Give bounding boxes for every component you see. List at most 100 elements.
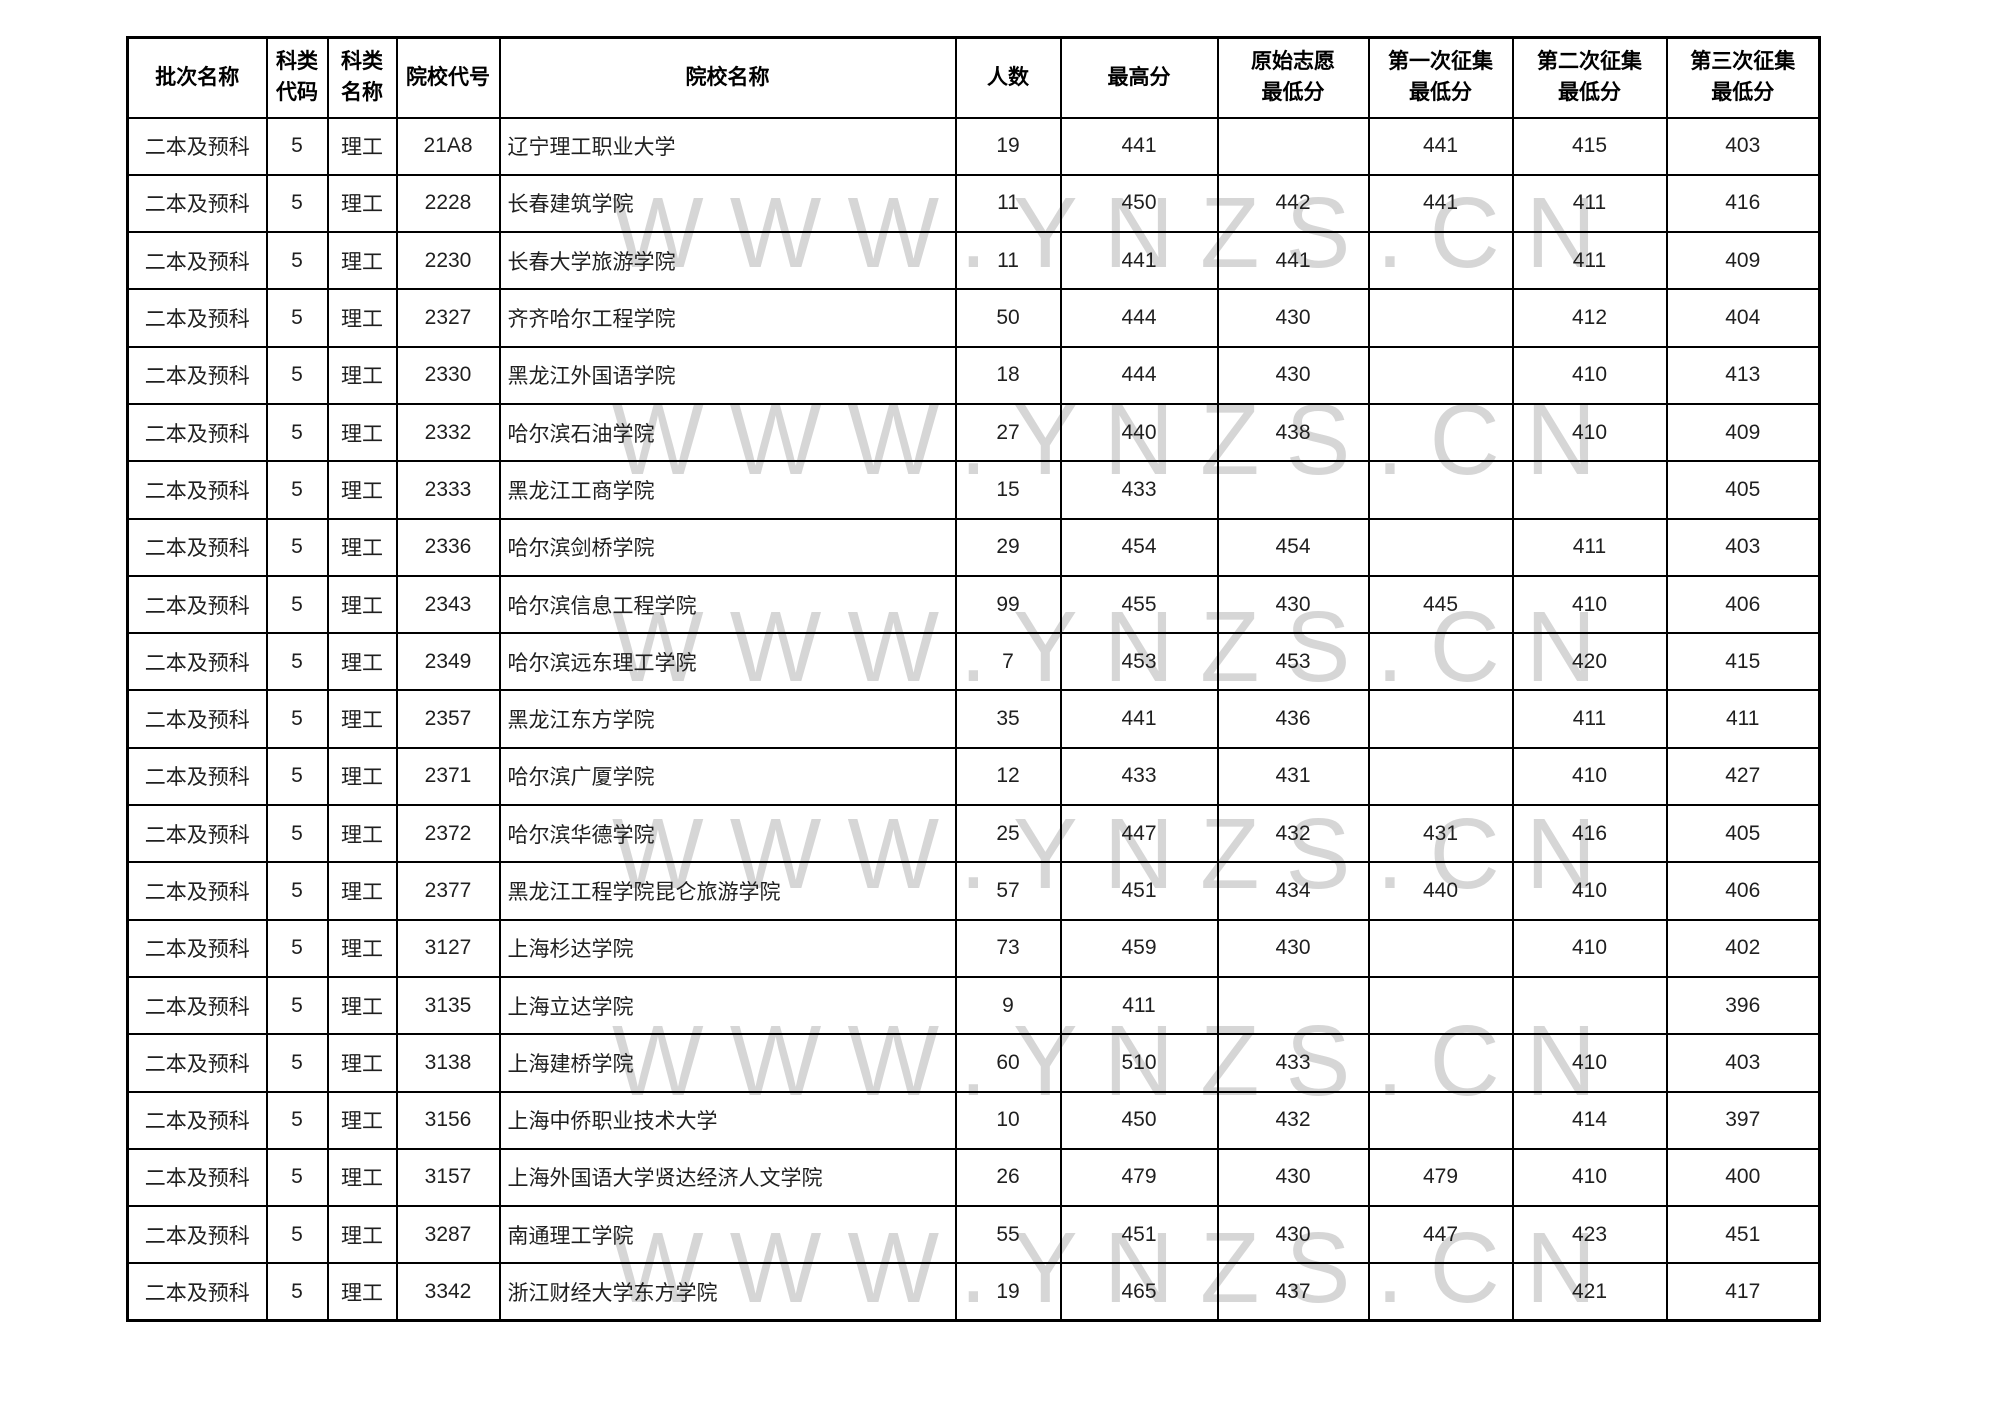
cell-first_min — [1367, 975, 1514, 1036]
cell-third_min: 405 — [1665, 460, 1821, 520]
cell-college_code: 2357 — [395, 689, 501, 749]
table-row: 二本及预科 5 理工 3156 上海中侨职业技术大学 10 450 432 414 397 — [126, 1090, 1821, 1150]
cell-subject_name: 理工 — [326, 746, 398, 807]
cell-college_code: 2336 — [395, 517, 501, 577]
cell-college_name: 南通理工学院 — [498, 1205, 957, 1265]
table-row: 二本及预科 5 理工 3342 浙江财经大学东方学院 19 465 437 421 417 — [126, 1262, 1821, 1322]
col-header-college_code: 院校代号 — [395, 36, 501, 119]
table-row: 二本及预科 5 理工 2327 齐齐哈尔工程学院 50 444 430 412 404 — [126, 288, 1821, 348]
cell-subject_code: 5 — [265, 1205, 329, 1265]
cell-batch: 二本及预科 — [126, 517, 268, 577]
cell-subject_code: 5 — [265, 632, 329, 692]
cell-subject_code: 5 — [265, 517, 329, 577]
cell-count: 19 — [954, 116, 1062, 176]
cell-third_min: 416 — [1665, 173, 1821, 234]
cell-max_score: 454 — [1059, 517, 1219, 577]
cell-third_min: 403 — [1665, 116, 1821, 176]
cell-college_code: 21A8 — [395, 116, 501, 176]
cell-first_min — [1367, 231, 1514, 291]
cell-college_code: 2327 — [395, 288, 501, 348]
table-row: 二本及预科 5 理工 2372 哈尔滨华德学院 25 447 432 431 416 405 — [126, 804, 1821, 864]
cell-subject_code: 5 — [265, 975, 329, 1036]
cell-college_code: 2332 — [395, 402, 501, 463]
cell-second_min: 410 — [1511, 402, 1668, 463]
cell-batch: 二本及预科 — [126, 460, 268, 520]
cell-max_score: 433 — [1059, 460, 1219, 520]
cell-original_min: 454 — [1216, 517, 1370, 577]
cell-count: 19 — [954, 1262, 1062, 1322]
cell-original_min: 430 — [1216, 1205, 1370, 1265]
cell-first_min — [1367, 402, 1514, 463]
header-row: 批次名称 科类 代码 科类 名称 院校代号 院校名称 人数 最高分 原始志愿 最低分 第一次征集… — [126, 36, 1821, 119]
cell-count: 73 — [954, 918, 1062, 978]
table-row: 二本及预科 5 理工 3135 上海立达学院 9 411 396 — [126, 975, 1821, 1036]
cell-second_min: 414 — [1511, 1090, 1668, 1150]
cell-max_score: 444 — [1059, 345, 1219, 405]
table-row: 二本及预科 5 理工 2336 哈尔滨剑桥学院 29 454 454 411 403 — [126, 517, 1821, 577]
cell-count: 60 — [954, 1033, 1062, 1093]
col-header-second_min: 第二次征集 最低分 — [1511, 36, 1668, 119]
cell-original_min: 436 — [1216, 689, 1370, 749]
cell-second_min: 410 — [1511, 345, 1668, 405]
cell-subject_name: 理工 — [326, 1090, 398, 1150]
cell-college_name: 长春建筑学院 — [498, 173, 957, 234]
cell-college_name: 哈尔滨华德学院 — [498, 804, 957, 864]
table-row: 二本及预科 5 理工 2371 哈尔滨广厦学院 12 433 431 410 427 — [126, 746, 1821, 807]
cell-college_name: 上海外国语大学贤达经济人文学院 — [498, 1147, 957, 1208]
cell-college_name: 辽宁理工职业大学 — [498, 116, 957, 176]
cell-second_min: 420 — [1511, 632, 1668, 692]
cell-original_min: 433 — [1216, 1033, 1370, 1093]
cell-max_score: 441 — [1059, 689, 1219, 749]
cell-batch: 二本及预科 — [126, 1147, 268, 1208]
cell-second_min: 411 — [1511, 517, 1668, 577]
cell-subject_name: 理工 — [326, 861, 398, 921]
cell-college_name: 哈尔滨剑桥学院 — [498, 517, 957, 577]
cell-first_min — [1367, 689, 1514, 749]
cell-third_min: 404 — [1665, 288, 1821, 348]
cell-second_min: 410 — [1511, 746, 1668, 807]
cell-max_score: 444 — [1059, 288, 1219, 348]
cell-subject_code: 5 — [265, 402, 329, 463]
table-row: 二本及预科 5 理工 2332 哈尔滨石油学院 27 440 438 410 409 — [126, 402, 1821, 463]
cell-max_score: 450 — [1059, 173, 1219, 234]
cell-batch: 二本及预科 — [126, 1262, 268, 1322]
cell-count: 26 — [954, 1147, 1062, 1208]
cell-batch: 二本及预科 — [126, 975, 268, 1036]
cell-subject_name: 理工 — [326, 1033, 398, 1093]
cell-third_min: 417 — [1665, 1262, 1821, 1322]
cell-college_code: 3287 — [395, 1205, 501, 1265]
cell-batch: 二本及预科 — [126, 116, 268, 176]
table-row: 二本及预科 5 理工 3127 上海杉达学院 73 459 430 410 402 — [126, 918, 1821, 978]
cell-original_min: 441 — [1216, 231, 1370, 291]
col-header-first_min: 第一次征集 最低分 — [1367, 36, 1514, 119]
cell-batch: 二本及预科 — [126, 574, 268, 635]
cell-original_min: 432 — [1216, 1090, 1370, 1150]
cell-third_min: 405 — [1665, 804, 1821, 864]
cell-first_min — [1367, 460, 1514, 520]
cell-college_code: 3127 — [395, 918, 501, 978]
cell-batch: 二本及预科 — [126, 402, 268, 463]
cell-first_min: 479 — [1367, 1147, 1514, 1208]
cell-college_name: 黑龙江工程学院昆仑旅游学院 — [498, 861, 957, 921]
cell-original_min: 437 — [1216, 1262, 1370, 1322]
cell-college_code: 3157 — [395, 1147, 501, 1208]
cell-subject_code: 5 — [265, 231, 329, 291]
cell-college_name: 哈尔滨广厦学院 — [498, 746, 957, 807]
cell-original_min: 432 — [1216, 804, 1370, 864]
cell-batch: 二本及预科 — [126, 1090, 268, 1150]
cell-subject_name: 理工 — [326, 402, 398, 463]
cell-original_min: 430 — [1216, 288, 1370, 348]
cell-original_min — [1216, 116, 1370, 176]
cell-batch: 二本及预科 — [126, 288, 268, 348]
col-header-original_min: 原始志愿 最低分 — [1216, 36, 1370, 119]
table-row: 二本及预科 5 理工 3138 上海建桥学院 60 510 433 410 403 — [126, 1033, 1821, 1093]
table-row: 二本及预科 5 理工 2230 长春大学旅游学院 11 441 441 411 409 — [126, 231, 1821, 291]
cell-original_min: 453 — [1216, 632, 1370, 692]
cell-count: 18 — [954, 345, 1062, 405]
cell-college_name: 哈尔滨信息工程学院 — [498, 574, 957, 635]
cell-max_score: 447 — [1059, 804, 1219, 864]
cell-first_min: 431 — [1367, 804, 1514, 864]
cell-second_min: 410 — [1511, 1033, 1668, 1093]
cell-subject_code: 5 — [265, 1090, 329, 1150]
cell-college_code: 2330 — [395, 345, 501, 405]
